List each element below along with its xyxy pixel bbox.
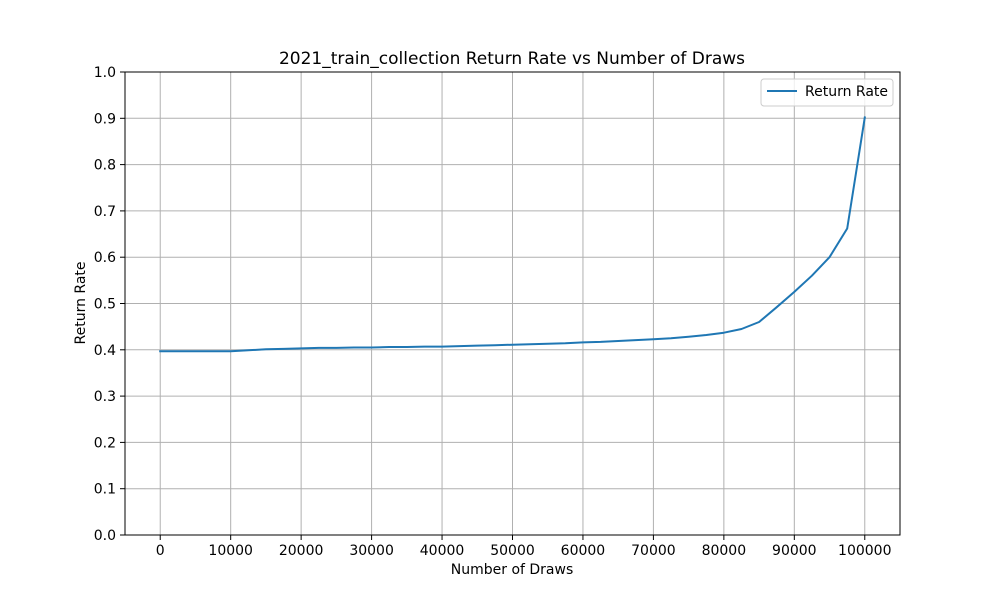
y-axis-title: Return Rate <box>73 261 89 344</box>
chart-title: 2021_train_collection Return Rate vs Num… <box>279 49 745 69</box>
x-tick-label: 60000 <box>561 543 606 559</box>
legend-box <box>760 78 894 107</box>
y-tick-label: 0.3 <box>94 389 116 405</box>
x-axis-ticks: 0 10000 20000 30000 40000 50000 60000 70000 8000… <box>156 535 891 559</box>
x-tick-label: 90000 <box>772 543 817 559</box>
legend-label: Return Rate <box>805 84 888 100</box>
y-tick-label: 0.9 <box>94 111 116 127</box>
x-tick-label: 40000 <box>420 543 465 559</box>
y-tick-label: 0.2 <box>94 435 116 451</box>
series-line-return-rate <box>159 116 866 353</box>
x-tick-label: 30000 <box>349 543 394 559</box>
y-tick-label: 0.7 <box>94 204 116 220</box>
x-axis-title: Number of Draws <box>451 562 574 578</box>
x-tick-label: 100000 <box>838 543 891 559</box>
y-tick-label: 0.8 <box>94 158 116 174</box>
x-tick-label: 0 <box>156 543 165 559</box>
x-tick-label: 10000 <box>208 543 253 559</box>
x-tick-label: 50000 <box>490 543 535 559</box>
x-tick-label: 80000 <box>702 543 747 559</box>
y-tick-label: 0.5 <box>94 297 116 313</box>
y-tick-label: 0.0 <box>94 528 116 544</box>
y-axis-ticks: 0.0 0.1 0.2 0.3 0.4 0.5 0.6 0.7 0.8 0.9 1.0 <box>94 65 125 544</box>
x-tick-label: 70000 <box>631 543 676 559</box>
y-tick-label: 0.4 <box>94 343 116 359</box>
y-tick-label: 1.0 <box>94 65 116 81</box>
series-layer <box>159 116 866 353</box>
x-tick-label: 20000 <box>279 543 324 559</box>
legend: Return Rate <box>760 78 894 107</box>
y-tick-label: 0.1 <box>94 482 116 498</box>
y-tick-label: 0.6 <box>94 250 116 266</box>
